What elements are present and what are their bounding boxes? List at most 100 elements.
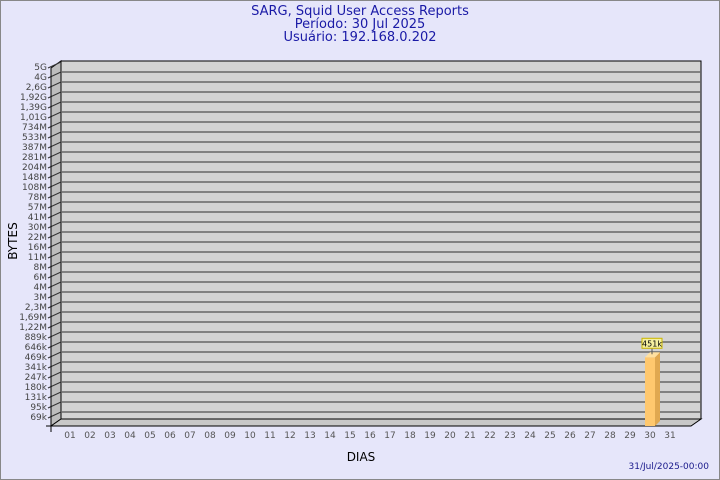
y-tick: [47, 281, 62, 289]
y-tick: [47, 241, 62, 249]
y-tick: [47, 141, 62, 149]
y-tick-label: 78M: [28, 193, 47, 203]
y-tick: [47, 361, 62, 369]
y-tick-label: 281M: [22, 153, 47, 163]
x-tick-label: 29: [624, 431, 636, 441]
y-tick-label: 11M: [28, 253, 47, 263]
y-tick-label: 1,69M: [19, 313, 47, 323]
y-tick-label: 1,01G: [20, 113, 47, 123]
x-tick-label: 30: [644, 431, 656, 441]
y-tick: [47, 71, 62, 79]
y-tick-label: 148M: [22, 173, 47, 183]
y-tick-label: 646k: [25, 343, 48, 353]
y-tick-label: 5G: [34, 63, 47, 73]
x-tick-label: 11: [264, 431, 275, 441]
y-tick: [47, 81, 62, 89]
y-tick: [47, 161, 62, 169]
y-tick-label: 57M: [28, 203, 47, 213]
y-tick-label: 8M: [34, 263, 48, 273]
x-tick-label: 18: [404, 431, 416, 441]
y-tick: [47, 181, 62, 189]
floor: [49, 418, 703, 427]
x-tick-label: 28: [604, 431, 616, 441]
x-tick-label: 05: [144, 431, 155, 441]
y-tick-label: 30M: [28, 223, 47, 233]
x-tick-label: 23: [504, 431, 515, 441]
x-tick-label: 04: [124, 431, 136, 441]
x-tick-label: 01: [64, 431, 75, 441]
y-tick-label: 69k: [30, 413, 47, 423]
y-tick: [47, 391, 62, 399]
x-tick-label: 14: [324, 431, 336, 441]
y-tick: [47, 91, 62, 99]
y-tick-label: 1,92G: [20, 93, 47, 103]
x-tick-label: 24: [524, 431, 536, 441]
y-tick-label: 16M: [28, 243, 47, 253]
y-tick: [47, 321, 62, 329]
x-tick-label: 09: [224, 431, 236, 441]
y-tick: [47, 341, 62, 349]
y-tick-label: 2,3M: [25, 303, 47, 313]
chart-title: SARG, Squid User Access Reports: [251, 4, 469, 19]
y-tick: [47, 151, 62, 159]
x-tick-label: 20: [444, 431, 456, 441]
y-tick: [47, 101, 62, 109]
y-tick-label: 4M: [34, 283, 48, 293]
x-tick-label: 31: [664, 431, 675, 441]
data-label-box: [641, 337, 663, 349]
x-tick-label: 13: [304, 431, 315, 441]
x-tick-label: 27: [584, 431, 595, 441]
y-tick: [47, 411, 62, 419]
chart-period: Período: 30 Jul 2025: [294, 17, 426, 32]
x-tick-label: 02: [84, 431, 95, 441]
y-tick-label: 469k: [25, 353, 48, 363]
y-tick: [47, 171, 62, 179]
back-wall: [60, 60, 702, 420]
footer-date: 31/Jul/2025-00:00: [628, 462, 709, 472]
data-label: 451k: [642, 339, 662, 348]
x-tick-label: 25: [544, 431, 555, 441]
y-tick: [47, 231, 62, 239]
bar-30: [645, 357, 655, 426]
y-tick-label: 1,39G: [20, 103, 47, 113]
y-tick: [47, 301, 62, 309]
y-tick-label: 341k: [25, 363, 48, 373]
y-tick: [47, 131, 62, 139]
y-tick: [47, 311, 62, 319]
y-tick: [47, 271, 62, 279]
x-tick-label: 17: [384, 431, 395, 441]
y-tick: [47, 211, 62, 219]
x-tick-label: 22: [484, 431, 495, 441]
x-tick-label: 16: [364, 431, 376, 441]
y-tick-label: 889k: [25, 333, 48, 343]
y-tick: [47, 61, 62, 69]
x-axis-label: DIAS: [347, 450, 376, 464]
chart-user: Usuário: 192.168.0.202: [283, 30, 437, 45]
x-tick-label: 03: [104, 431, 115, 441]
x-tick-label: 26: [564, 431, 576, 441]
x-tick-label: 10: [244, 431, 256, 441]
y-tick-label: 180k: [25, 383, 48, 393]
y-tick: [47, 191, 62, 199]
y-tick-label: 4G: [34, 73, 47, 83]
y-tick-label: 22M: [28, 233, 47, 243]
y-tick: [47, 261, 62, 269]
x-tick-label: 15: [344, 431, 355, 441]
y-tick-label: 108M: [22, 183, 47, 193]
y-tick-label: 131k: [25, 393, 48, 403]
y-tick: [47, 401, 62, 409]
y-tick: [47, 291, 62, 299]
x-tick-label: 07: [184, 431, 195, 441]
y-tick-label: 2,6G: [26, 83, 47, 93]
x-tick-label: 21: [464, 431, 475, 441]
y-tick: [47, 251, 62, 259]
y-tick-label: 1,22M: [19, 323, 47, 333]
y-tick-label: 95k: [30, 403, 47, 413]
y-tick: [47, 121, 62, 129]
y-tick-label: 734M: [22, 123, 47, 133]
y-tick: [47, 351, 62, 359]
y-tick: [47, 371, 62, 379]
y-tick-label: 387M: [22, 143, 47, 153]
x-tick-label: 19: [424, 431, 436, 441]
